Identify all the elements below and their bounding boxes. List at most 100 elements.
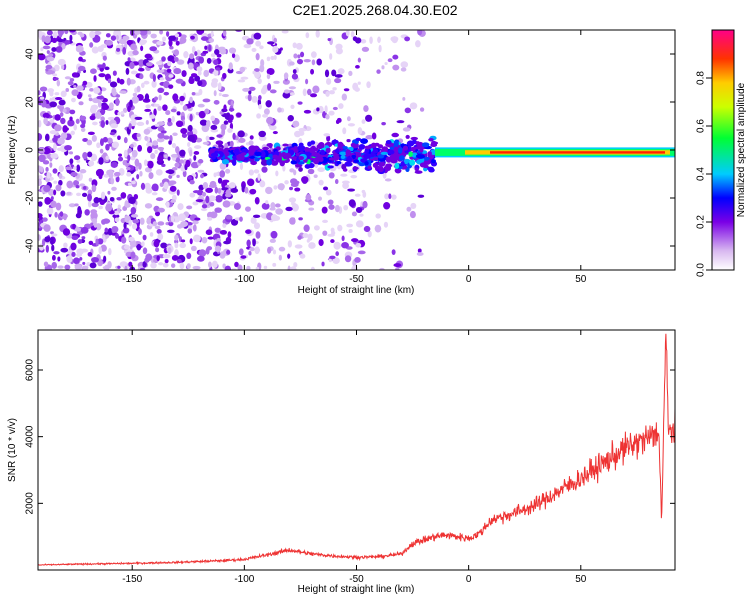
spectrogram-cell — [295, 163, 303, 168]
spectrogram-cell — [237, 264, 243, 270]
spectrogram-cell — [138, 67, 145, 72]
spectrogram-cell — [219, 229, 228, 235]
spectrogram-cell — [134, 158, 140, 167]
spectrogram-cell — [122, 46, 127, 55]
spectrogram-cell — [208, 195, 217, 202]
spectrogram-cell — [273, 185, 278, 190]
spectrogram-cell — [59, 112, 64, 117]
spectrogram-cell — [51, 47, 57, 52]
spectrogram-cell — [232, 132, 236, 140]
spectrogram-cell — [136, 85, 141, 93]
spectrogram-cell — [180, 127, 188, 134]
spectrogram-cell — [51, 233, 58, 237]
spectrogram-cell — [255, 40, 262, 47]
spectrogram-cell — [248, 150, 255, 156]
y-tick-label: 20 — [25, 96, 36, 108]
spectrogram-cell — [117, 111, 121, 116]
spectrogram-cell — [316, 58, 323, 66]
spectrogram-cell — [93, 30, 102, 36]
spectrogram-cell — [89, 31, 96, 39]
spectrogram-cell — [396, 120, 405, 124]
spectrogram-cell — [265, 186, 273, 195]
spectrogram-cell — [151, 80, 157, 88]
spectrogram-cell — [381, 65, 385, 70]
spectrogram-cell — [209, 201, 215, 207]
spectrogram-cell — [275, 208, 283, 215]
spectrogram-cell — [377, 154, 385, 159]
spectrogram-cell — [291, 156, 297, 161]
chart-title: C2E1.2025.268.04.30.E02 — [292, 2, 458, 18]
spectrogram-cell — [55, 202, 62, 211]
spectrogram-cell — [267, 41, 275, 45]
spectrogram-cell — [363, 153, 372, 160]
spectrogram-cell — [154, 149, 158, 155]
spectrogram-cell — [97, 100, 102, 108]
spectrogram-cell — [327, 199, 334, 205]
spectrogram-cell — [404, 36, 411, 42]
spectrogram-cell — [201, 236, 208, 244]
spectrogram-cell — [201, 191, 207, 197]
spectrogram-cell — [90, 68, 97, 74]
spectrogram-cell — [377, 36, 381, 43]
spectrogram-cell — [221, 127, 226, 136]
spectrogram-cell — [219, 111, 225, 115]
spectrogram-cell — [362, 200, 368, 209]
spectrogram-cell — [202, 50, 209, 54]
spectrogram-cell — [158, 94, 162, 101]
spectrogram-cell — [322, 230, 328, 236]
spectrogram-cell — [43, 261, 49, 267]
spectrogram-cell — [111, 226, 116, 234]
spectrogram-cell — [224, 142, 229, 150]
spectrogram-cell — [293, 53, 298, 59]
spectrogram-cell — [122, 227, 130, 234]
spectrogram-cell — [257, 173, 261, 181]
spectrogram-cell — [135, 165, 139, 171]
spectrogram-cell — [213, 59, 219, 66]
spectrogram-cell — [48, 53, 54, 57]
spectrogram-cell — [146, 146, 153, 154]
spectrogram-cell — [328, 204, 335, 210]
spectrogram-cell — [202, 98, 211, 103]
spectrogram-cell — [57, 137, 65, 145]
spectrogram-cell — [167, 229, 175, 234]
spectrogram-cell — [210, 152, 219, 158]
spectrogram-cell — [110, 35, 117, 41]
spectrogram-cell — [343, 88, 350, 92]
spectrogram-cell — [89, 42, 94, 48]
spectrogram-cell — [167, 61, 172, 67]
spectrogram-cell — [417, 194, 425, 198]
spectrogram-cell — [38, 90, 41, 96]
spectrogram-cell — [129, 245, 133, 250]
spectrogram-cell — [126, 77, 131, 86]
spectrogram-cell — [142, 247, 148, 255]
spectrogram-cell — [159, 77, 165, 81]
spectrogram-cell — [254, 151, 262, 157]
spectrogram-cell — [228, 107, 235, 112]
spectrogram-cell — [66, 180, 74, 189]
spectrogram-cell — [47, 153, 51, 159]
spectrogram-cell — [39, 86, 48, 92]
spectrogram-cell — [129, 99, 133, 108]
spectrogram-cell — [223, 120, 229, 125]
spectrogram-cell — [258, 103, 262, 110]
spectrogram-cell — [390, 153, 397, 158]
spectrogram-cell — [344, 255, 352, 263]
spectrogram-cell — [108, 102, 114, 110]
spectrogram-cell — [350, 174, 358, 179]
spectrogram-cell — [154, 184, 159, 192]
spectrogram-cell — [180, 239, 186, 243]
spectrogram-cell — [431, 141, 439, 145]
spectrogram-cell — [143, 80, 150, 85]
spectrogram-cell — [339, 151, 347, 156]
spectrogram-cell — [125, 67, 130, 75]
spectrogram-cell — [282, 79, 290, 85]
spectrogram-cell — [172, 132, 178, 137]
spectrogram-cell — [364, 161, 369, 166]
spectrogram-cell — [222, 200, 231, 208]
spectrogram-cell — [287, 240, 292, 248]
spectrogram-cell — [357, 57, 361, 63]
spectrogram-cell — [179, 159, 184, 164]
spectrogram-cell — [52, 73, 58, 77]
spectrogram-cell — [162, 253, 171, 259]
spectrogram-cell — [293, 262, 298, 268]
